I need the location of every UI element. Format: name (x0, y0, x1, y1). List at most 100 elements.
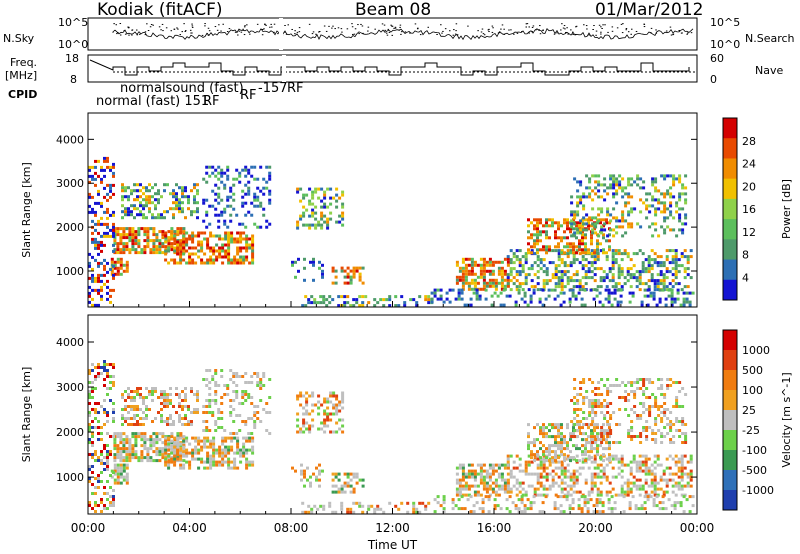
nsearch-dot (189, 29, 192, 31)
rti-cell (188, 255, 192, 259)
rti-cell (663, 207, 667, 211)
rti-cell (122, 456, 126, 460)
rti-cell (217, 384, 221, 387)
rti-cell (506, 263, 510, 267)
rti-cell (544, 297, 548, 301)
rti-cell (142, 213, 145, 217)
rti-cell (497, 281, 501, 285)
rti-cell (394, 304, 398, 308)
rti-cell (314, 211, 318, 215)
rti-cell (173, 230, 177, 234)
rti-cell (124, 195, 127, 199)
rti-cell (335, 187, 339, 191)
rti-cell (251, 439, 255, 443)
rti-cell (619, 288, 623, 292)
rti-cell (645, 429, 649, 432)
rti-cell (626, 481, 630, 485)
rti-cell (684, 198, 688, 202)
rti-cell (497, 475, 501, 479)
rti-cell (566, 221, 569, 225)
rti-cell (367, 507, 371, 511)
rti-cell (600, 210, 604, 214)
rti-cell (671, 267, 675, 271)
rti-cell (591, 216, 595, 220)
rti-cell (320, 217, 324, 221)
rti-cell (673, 507, 677, 511)
rti-cell (208, 405, 212, 408)
rti-cell (654, 432, 658, 435)
rti-cell (200, 249, 204, 253)
rti-cell (88, 480, 91, 483)
rti-cell (332, 391, 336, 395)
rti-cell (689, 484, 693, 488)
rti-cell (211, 189, 215, 193)
rti-cell (488, 472, 492, 476)
rti-cell (136, 420, 139, 423)
rti-cell (197, 255, 201, 259)
rti-cell (686, 484, 690, 488)
rti-cell (680, 460, 684, 464)
rti-cell (451, 501, 455, 505)
rti-cell (587, 454, 591, 458)
rti-cell (560, 450, 563, 454)
nsearch-dot (218, 24, 220, 26)
rti-cell (245, 448, 249, 452)
nsearch-dot (383, 24, 386, 26)
rti-cell (427, 301, 431, 305)
rti-cell (461, 269, 465, 273)
rti-cell (232, 198, 236, 202)
rti-cell (136, 414, 139, 417)
rti-cell (642, 180, 646, 184)
rti-cell (166, 396, 169, 399)
rti-cell (331, 510, 335, 514)
nsearch-dot (686, 33, 688, 35)
rti-cell (612, 195, 616, 199)
rti-cell (539, 230, 542, 234)
rti-cell (571, 507, 575, 511)
rti-cell (176, 246, 180, 250)
rti-cell (238, 174, 242, 178)
rti-cell (340, 484, 344, 488)
rti-cell (229, 432, 233, 435)
rti-cell (680, 484, 684, 488)
nsearch-dot (191, 32, 193, 34)
rti-cell (122, 432, 126, 436)
rti-cell (128, 236, 132, 240)
rti-cell (560, 285, 564, 289)
rti-cell (202, 420, 206, 423)
rti-cell (596, 490, 600, 494)
rti-cell (573, 417, 577, 420)
rti-cell (142, 204, 145, 208)
rti-cell (632, 460, 636, 464)
rti-cell (458, 275, 462, 279)
rti-cell (212, 234, 216, 238)
rti-cell (160, 417, 163, 420)
velocity-colorbar-swatch (723, 450, 737, 471)
rti-cell (581, 251, 584, 255)
rti-cell (611, 258, 615, 262)
rti-cell (233, 258, 237, 262)
rti-cell (88, 396, 91, 399)
rti-cell (358, 478, 362, 482)
rti-cell (607, 498, 611, 502)
rti-cell (578, 285, 582, 289)
rti-cell (673, 501, 677, 505)
rti-cell (100, 405, 103, 408)
rti-cell (154, 390, 157, 393)
rti-cell (206, 439, 210, 443)
rti-cell (623, 276, 627, 280)
rti-cell (587, 490, 591, 494)
rti-cell (265, 225, 269, 229)
nsearch-dot (531, 31, 533, 33)
rti-cell (253, 192, 257, 196)
rti-cell (208, 174, 212, 178)
rti-cell (325, 304, 329, 308)
nsearch-dot (374, 28, 376, 30)
rti-cell (674, 261, 678, 265)
rti-cell (352, 266, 356, 270)
rti-cell (672, 405, 676, 408)
rti-cell (584, 432, 587, 436)
rti-cell (229, 399, 233, 402)
rti-cell (523, 300, 527, 304)
rti-cell (97, 459, 100, 462)
